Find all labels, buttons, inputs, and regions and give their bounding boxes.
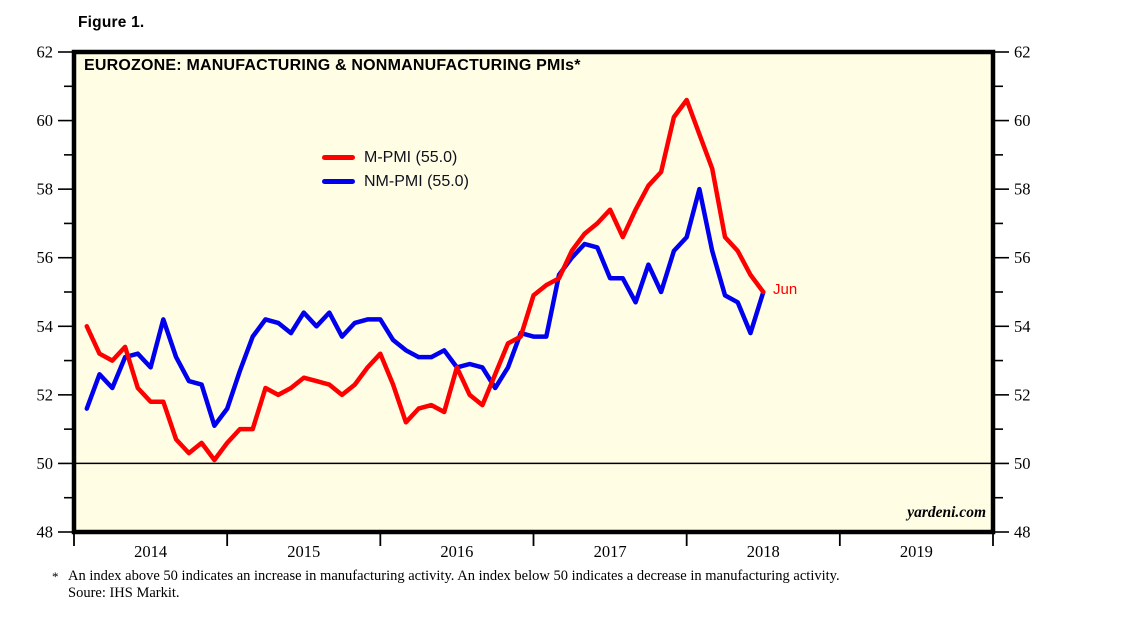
y-axis-label-left: 54 [37, 317, 54, 336]
y-axis-label-right: 54 [1014, 317, 1031, 336]
last-point-label: Jun [773, 281, 798, 298]
nm-pmi-line [84, 186, 766, 428]
x-axis-year-label: 2014 [134, 542, 167, 561]
legend-label-m-pmi: M-PMI (55.0) [364, 148, 458, 166]
x-axis-year-label: 2019 [900, 542, 933, 561]
y-axis-label-left: 56 [37, 248, 54, 267]
y-axis-label-right: 62 [1014, 43, 1031, 62]
m-pmi-line [84, 97, 766, 463]
x-axis-year-label: 2018 [747, 542, 780, 561]
y-axis-label-left: 58 [37, 180, 54, 199]
legend-item-nm-pmi: NM-PMI (55.0) [322, 171, 469, 192]
plot-area [74, 52, 993, 532]
y-axis-label-right: 58 [1014, 180, 1031, 199]
y-axis-label-right: 52 [1014, 385, 1031, 404]
y-axis-label-left: 50 [37, 454, 54, 473]
footnote-text: An index above 50 indicates an increase … [68, 568, 1072, 602]
plot-frame [71, 49, 996, 535]
y-axis-label-left: 60 [37, 111, 54, 130]
y-axis-label-left: 48 [37, 523, 54, 542]
y-axis-label-right: 60 [1014, 111, 1031, 130]
footnote-line2: Soure: IHS Markit. [68, 585, 180, 601]
x-axis-year-label: 2017 [594, 542, 627, 561]
footnote-line1: An index above 50 indicates an increase … [68, 568, 840, 584]
footnote-asterisk: * [52, 569, 59, 584]
y-axis-label-left: 52 [37, 385, 54, 404]
x-axis-year-label: 2016 [440, 542, 473, 561]
y-axis-label-right: 56 [1014, 248, 1031, 267]
figure-label: Figure 1. [78, 14, 145, 31]
y-axis-label-left: 62 [37, 43, 54, 62]
watermark: yardeni.com [907, 504, 986, 521]
nm-pmi-line-swatch [322, 179, 355, 184]
m-pmi-line-swatch [322, 155, 355, 160]
x-axis-year-label: 2015 [287, 542, 320, 561]
y-axis-label-right: 48 [1014, 523, 1031, 542]
legend-label-nm-pmi: NM-PMI (55.0) [364, 172, 469, 190]
y-axis-label-right: 50 [1014, 454, 1031, 473]
legend-item-m-pmi: M-PMI (55.0) [322, 147, 469, 168]
chart-title: EUROZONE: MANUFACTURING & NONMANUFACTURI… [84, 57, 581, 74]
legend: M-PMI (55.0) NM-PMI (55.0) [322, 147, 469, 192]
footnote: * An index above 50 indicates an increas… [52, 568, 1072, 602]
